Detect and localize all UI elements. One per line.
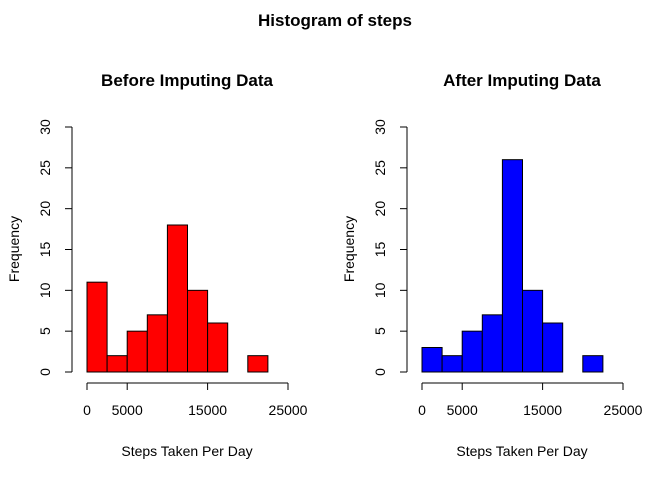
histogram-bar (441, 355, 463, 373)
y-tick-label: 15 (37, 242, 53, 258)
figure-title: Histogram of steps (258, 11, 412, 30)
histogram-bar (86, 281, 108, 373)
panel-before: Before Imputing Data 0 5000 15000 25000 0 5 1… (6, 71, 308, 459)
x-tick-label: 25000 (604, 402, 643, 418)
x-axis: 0 5000 15000 25000 (418, 382, 643, 418)
y-axis-label: Frequency (341, 216, 357, 282)
x-tick-label: 0 (418, 402, 426, 418)
histogram-bar (126, 330, 148, 373)
y-axis: 0 5 10 15 20 25 30 (372, 119, 408, 376)
x-axis: 0 5000 15000 25000 (83, 382, 308, 418)
y-tick-label: 10 (37, 282, 53, 298)
histogram-bar (542, 322, 564, 373)
histogram-bar (207, 322, 229, 373)
panel-title: After Imputing Data (443, 71, 601, 90)
x-tick-label: 5000 (447, 402, 478, 418)
x-tick-label: 0 (83, 402, 91, 418)
y-tick-label: 20 (37, 201, 53, 217)
x-axis-label: Steps Taken Per Day (456, 443, 587, 459)
histogram-bar (582, 355, 604, 373)
x-tick-label: 25000 (269, 402, 308, 418)
histogram-bar (166, 224, 188, 373)
y-axis-label: Frequency (6, 216, 22, 282)
histogram-bar (421, 347, 443, 373)
histogram-bar (501, 159, 523, 373)
y-tick-label: 30 (372, 119, 388, 135)
y-tick-label: 20 (372, 201, 388, 217)
y-tick-label: 10 (372, 282, 388, 298)
x-tick-label: 5000 (112, 402, 143, 418)
histogram-bar (146, 314, 168, 373)
x-tick-label: 15000 (188, 402, 227, 418)
panel-after: After Imputing Data 0 5000 15000 25000 0 5 10… (341, 71, 643, 459)
y-tick-label: 30 (37, 119, 53, 135)
y-tick-label: 5 (37, 327, 53, 335)
x-tick-label: 15000 (523, 402, 562, 418)
y-tick-label: 0 (37, 368, 53, 376)
histogram-bar (481, 314, 503, 373)
bars (421, 159, 604, 373)
histogram-bar (187, 289, 209, 373)
histogram-bar (106, 355, 128, 373)
y-tick-label: 15 (372, 242, 388, 258)
y-tick-label: 0 (372, 368, 388, 376)
histogram-bar (247, 355, 269, 373)
y-axis: 0 5 10 15 20 25 30 (37, 119, 73, 376)
y-tick-label: 5 (372, 327, 388, 335)
x-axis-label: Steps Taken Per Day (121, 443, 252, 459)
histogram-bar (461, 330, 483, 373)
y-tick-label: 25 (37, 160, 53, 176)
histogram-bar (522, 289, 544, 373)
y-tick-label: 25 (372, 160, 388, 176)
panel-title: Before Imputing Data (101, 71, 273, 90)
bars (86, 224, 269, 373)
